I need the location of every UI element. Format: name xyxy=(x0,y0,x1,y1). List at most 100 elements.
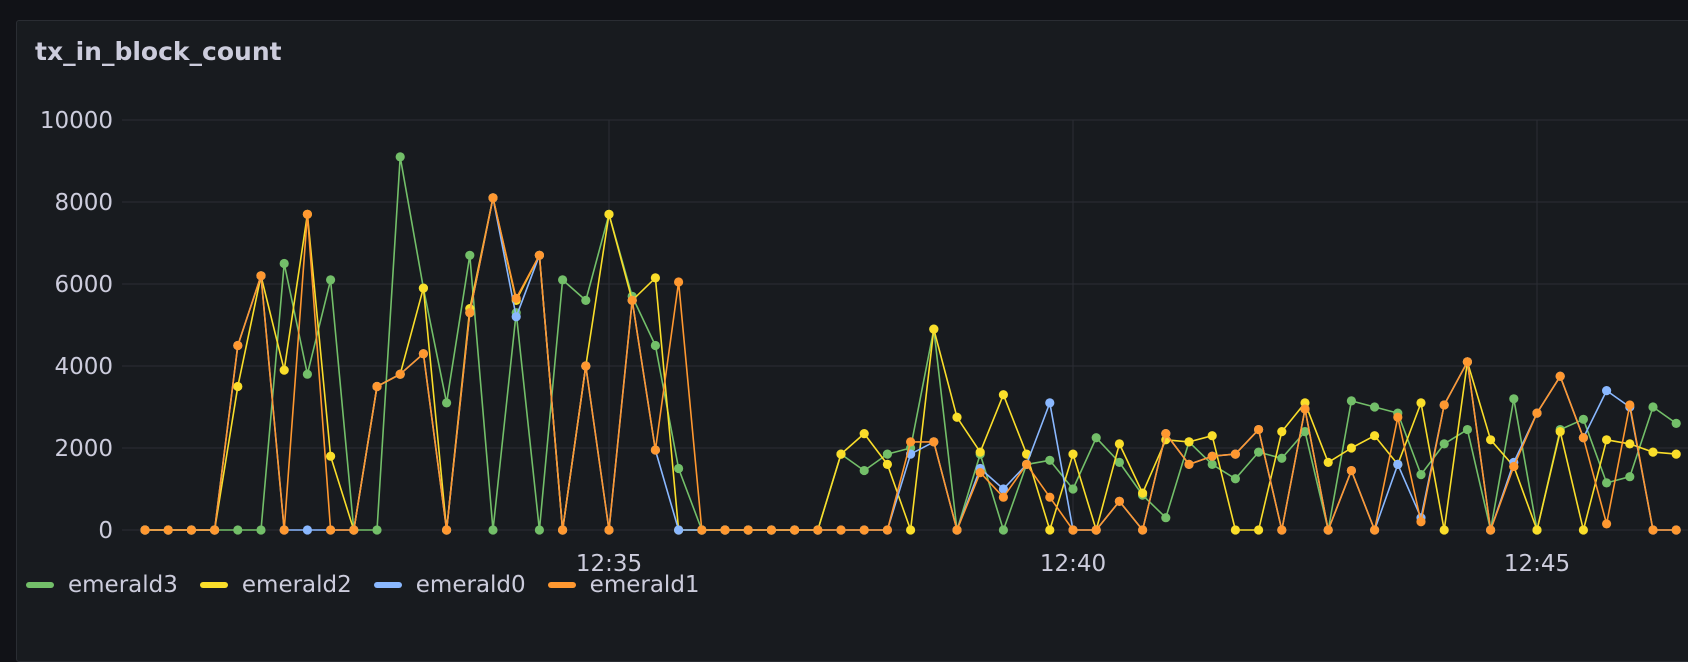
data-point-emerald1[interactable] xyxy=(906,437,916,447)
data-point-emerald2[interactable] xyxy=(1671,449,1681,459)
data-point-emerald2[interactable] xyxy=(1323,457,1333,467)
data-point-emerald3[interactable] xyxy=(1091,433,1101,443)
data-point-emerald1[interactable] xyxy=(604,525,614,535)
data-point-emerald3[interactable] xyxy=(1300,427,1310,437)
data-point-emerald1[interactable] xyxy=(465,308,475,318)
data-point-emerald1[interactable] xyxy=(766,525,777,535)
data-point-emerald2[interactable] xyxy=(836,449,846,459)
data-point-emerald3[interactable] xyxy=(1625,472,1635,482)
data-point-emerald2[interactable] xyxy=(952,412,962,422)
data-point-emerald2[interactable] xyxy=(1114,439,1124,449)
data-point-emerald3[interactable] xyxy=(1230,474,1240,484)
data-point-emerald3[interactable] xyxy=(859,465,869,476)
data-point-emerald2[interactable] xyxy=(975,447,985,457)
data-point-emerald1[interactable] xyxy=(790,525,800,535)
data-point-emerald3[interactable] xyxy=(1509,394,1519,404)
data-point-emerald3[interactable] xyxy=(465,250,475,260)
data-point-emerald1[interactable] xyxy=(1439,400,1449,410)
data-point-emerald2[interactable] xyxy=(1045,525,1055,535)
data-point-emerald1[interactable] xyxy=(581,361,591,371)
data-point-emerald2[interactable] xyxy=(1230,525,1240,535)
data-point-emerald3[interactable] xyxy=(1068,484,1078,494)
data-point-emerald3[interactable] xyxy=(1416,470,1426,480)
data-point-emerald2[interactable] xyxy=(1486,435,1496,445)
data-point-emerald1[interactable] xyxy=(929,437,939,447)
data-point-emerald1[interactable] xyxy=(210,525,220,535)
data-point-emerald2[interactable] xyxy=(1346,443,1356,453)
data-point-emerald1[interactable] xyxy=(1625,400,1635,410)
data-point-emerald3[interactable] xyxy=(1114,457,1124,467)
data-point-emerald2[interactable] xyxy=(1439,525,1449,535)
data-point-emerald1[interactable] xyxy=(163,525,173,535)
data-point-emerald2[interactable] xyxy=(1254,525,1264,535)
legend-item-emerald0[interactable]: emerald0 xyxy=(373,572,526,598)
data-point-emerald1[interactable] xyxy=(1161,429,1171,439)
data-point-emerald2[interactable] xyxy=(998,390,1009,400)
data-point-emerald1[interactable] xyxy=(534,250,545,260)
data-point-emerald3[interactable] xyxy=(1439,439,1449,449)
data-point-emerald1[interactable] xyxy=(279,525,289,535)
data-point-emerald1[interactable] xyxy=(1671,525,1681,535)
data-point-emerald2[interactable] xyxy=(929,324,939,334)
data-point-emerald3[interactable] xyxy=(1578,414,1588,424)
data-point-emerald3[interactable] xyxy=(558,275,568,285)
data-point-emerald1[interactable] xyxy=(1532,408,1542,418)
data-point-emerald1[interactable] xyxy=(1184,459,1194,469)
data-point-emerald3[interactable] xyxy=(442,398,452,408)
data-point-emerald2[interactable] xyxy=(1555,427,1565,437)
data-point-emerald1[interactable] xyxy=(1509,461,1519,472)
data-point-emerald0[interactable] xyxy=(1393,459,1403,469)
data-point-emerald1[interactable] xyxy=(418,349,428,359)
data-point-emerald3[interactable] xyxy=(1045,455,1055,465)
data-point-emerald1[interactable] xyxy=(1462,357,1472,367)
data-point-emerald3[interactable] xyxy=(1671,418,1681,428)
data-point-emerald2[interactable] xyxy=(418,283,428,293)
data-point-emerald1[interactable] xyxy=(256,271,266,281)
data-point-emerald3[interactable] xyxy=(882,449,893,459)
data-point-emerald1[interactable] xyxy=(1578,433,1588,443)
data-point-emerald1[interactable] xyxy=(1230,449,1240,459)
data-point-emerald1[interactable] xyxy=(813,525,823,535)
data-point-emerald1[interactable] xyxy=(1114,496,1124,506)
data-point-emerald1[interactable] xyxy=(1300,404,1310,414)
data-point-emerald1[interactable] xyxy=(975,468,985,478)
data-point-emerald1[interactable] xyxy=(140,525,150,535)
data-point-emerald3[interactable] xyxy=(1370,402,1380,412)
data-point-emerald3[interactable] xyxy=(1254,447,1264,457)
data-point-emerald0[interactable] xyxy=(674,525,684,535)
data-point-emerald2[interactable] xyxy=(1602,435,1612,445)
data-point-emerald1[interactable] xyxy=(720,525,730,535)
data-point-emerald3[interactable] xyxy=(674,463,684,474)
legend-item-emerald2[interactable]: emerald2 xyxy=(199,572,352,598)
data-point-emerald1[interactable] xyxy=(302,209,312,219)
legend-item-emerald3[interactable]: emerald3 xyxy=(26,572,178,598)
data-point-emerald2[interactable] xyxy=(882,459,893,469)
data-point-emerald3[interactable] xyxy=(1346,396,1356,406)
data-point-emerald1[interactable] xyxy=(558,525,568,535)
data-point-emerald1[interactable] xyxy=(1068,525,1078,535)
data-point-emerald3[interactable] xyxy=(395,152,405,162)
data-point-emerald0[interactable] xyxy=(998,484,1009,494)
data-point-emerald0[interactable] xyxy=(511,312,521,322)
data-point-emerald1[interactable] xyxy=(836,525,846,535)
data-point-emerald3[interactable] xyxy=(581,295,591,305)
data-point-emerald3[interactable] xyxy=(650,340,661,351)
data-point-emerald2[interactable] xyxy=(1068,449,1078,459)
data-point-emerald3[interactable] xyxy=(1207,459,1217,469)
data-point-emerald1[interactable] xyxy=(1370,525,1380,535)
data-point-emerald1[interactable] xyxy=(1091,525,1101,535)
data-point-emerald1[interactable] xyxy=(650,445,661,455)
data-point-emerald2[interactable] xyxy=(326,451,336,461)
data-point-emerald1[interactable] xyxy=(1648,525,1658,535)
data-point-emerald3[interactable] xyxy=(279,258,289,269)
data-point-emerald2[interactable] xyxy=(1138,488,1148,498)
data-point-emerald3[interactable] xyxy=(534,525,545,535)
data-point-emerald1[interactable] xyxy=(511,293,521,303)
data-point-emerald1[interactable] xyxy=(1277,525,1287,535)
data-point-emerald1[interactable] xyxy=(1555,371,1565,381)
data-point-emerald3[interactable] xyxy=(1648,402,1658,412)
data-point-emerald1[interactable] xyxy=(372,381,382,392)
data-point-emerald2[interactable] xyxy=(279,365,289,375)
data-point-emerald1[interactable] xyxy=(488,193,498,203)
data-point-emerald2[interactable] xyxy=(1648,447,1658,457)
